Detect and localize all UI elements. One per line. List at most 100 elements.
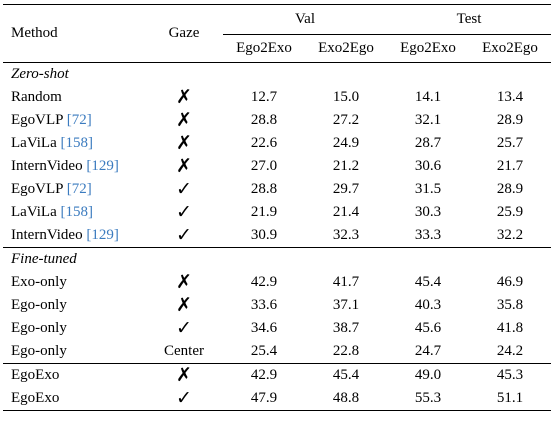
- value-cell: 21.7: [496, 158, 524, 174]
- table-body: Zero-shot Random ✗ 12.7 15.0 14.1 13.4 EgoVLP […: [3, 63, 551, 411]
- citation-link[interactable]: [129]: [86, 158, 119, 174]
- value-cell: 24.7: [387, 340, 469, 364]
- cross-icon: ✗: [176, 132, 192, 154]
- value-cell: 45.6: [414, 320, 442, 336]
- method-cell: LaViLa [158]: [3, 132, 145, 155]
- value-cell: 41.7: [332, 274, 360, 290]
- value-cell: 21.2: [332, 158, 360, 174]
- gaze-cell: ✗: [145, 294, 223, 317]
- value-cell: 30.9: [223, 224, 305, 248]
- table-row: InternVideo [129] ✓ 30.9 32.3 33.3 32.2: [3, 224, 551, 248]
- gaze-cell: ✓: [145, 317, 223, 340]
- cross-icon: ✗: [176, 155, 192, 177]
- gaze-cell: ✗: [145, 155, 223, 178]
- gaze-cell: ✗: [145, 364, 223, 388]
- value-cell: 15.0: [332, 89, 360, 105]
- citation-link[interactable]: [129]: [86, 227, 119, 243]
- method-cell: Exo-only: [3, 271, 145, 294]
- method-name: LaViLa: [11, 135, 57, 151]
- method-name: Random: [11, 89, 62, 105]
- value-cell: 51.1: [469, 387, 551, 411]
- value-cell: 24.2: [469, 340, 551, 364]
- value-cell: 28.8: [250, 112, 278, 128]
- check-icon: ✓: [176, 178, 192, 200]
- value-cell: 32.3: [305, 224, 387, 248]
- value-cell: 24.9: [332, 135, 360, 151]
- value-cell: 33.3: [387, 224, 469, 248]
- header-sub: Exo2Ego: [305, 34, 387, 63]
- value-cell: 21.4: [332, 204, 360, 220]
- citation-link[interactable]: [158]: [60, 204, 94, 220]
- value-cell: 31.5: [414, 181, 442, 197]
- method-cell: Ego-only: [3, 294, 145, 317]
- citation-link[interactable]: [158]: [60, 135, 94, 151]
- method-cell: Random: [3, 86, 145, 109]
- section-header-row: Zero-shot: [3, 63, 551, 87]
- value-cell: 28.8: [250, 181, 278, 197]
- header-test: Test: [387, 4, 551, 35]
- value-cell: 25.7: [496, 135, 524, 151]
- value-cell: 42.9: [250, 274, 278, 290]
- section-header-row: Fine-tuned: [3, 248, 551, 272]
- value-cell: 27.2: [332, 112, 360, 128]
- citation-link[interactable]: [72]: [66, 181, 92, 197]
- value-cell: 29.7: [332, 181, 360, 197]
- method-cell: Ego-only: [3, 317, 145, 340]
- gaze-cell: ✗: [145, 109, 223, 132]
- value-cell: 45.4: [332, 367, 360, 383]
- table-row: LaViLa [158] ✓ 21.9 21.4 30.3 25.9: [3, 201, 551, 224]
- table-row: LaViLa [158] ✗ 22.6 24.9 28.7 25.7: [3, 132, 551, 155]
- gaze-cell: Center: [145, 340, 223, 364]
- value-cell: 46.9: [496, 274, 524, 290]
- cross-icon: ✗: [176, 86, 192, 108]
- method-name: EgoExo: [11, 390, 60, 406]
- value-cell: 27.0: [250, 158, 278, 174]
- cross-icon: ✗: [176, 109, 192, 131]
- value-cell: 13.4: [496, 89, 524, 105]
- table-row: Ego-only ✓ 34.6 38.7 45.6 41.8: [3, 317, 551, 340]
- method-name: InternVideo: [11, 158, 83, 174]
- header-gaze: Gaze: [145, 4, 223, 63]
- value-cell: 22.6: [250, 135, 278, 151]
- value-cell: 21.9: [250, 204, 278, 220]
- gaze-cell: ✗: [145, 86, 223, 109]
- method-cell: EgoVLP [72]: [3, 178, 145, 201]
- method-name: LaViLa: [11, 204, 57, 220]
- gaze-cell: ✗: [145, 132, 223, 155]
- table-row: EgoExo ✓ 47.9 48.8 55.3 51.1: [3, 387, 551, 411]
- results-table: Method Gaze Val Test Ego2Exo Exo2Ego Ego…: [3, 4, 551, 411]
- table-row: Ego-only Center 25.4 22.8 24.7 24.2: [3, 340, 551, 364]
- check-icon: ✓: [176, 317, 192, 339]
- citation-link[interactable]: [72]: [66, 112, 92, 128]
- gaze-cell: ✗: [145, 271, 223, 294]
- value-cell: 25.4: [223, 340, 305, 364]
- value-cell: 32.1: [414, 112, 442, 128]
- value-cell: 34.6: [250, 320, 278, 336]
- method-name: Exo-only: [11, 274, 67, 290]
- gaze-cell: ✓: [145, 201, 223, 224]
- method-name: InternVideo: [11, 227, 83, 243]
- value-cell: 48.8: [305, 387, 387, 411]
- method-cell: InternVideo [129]: [3, 224, 145, 248]
- value-cell: 22.8: [305, 340, 387, 364]
- method-name: Ego-only: [11, 320, 67, 336]
- cross-icon: ✗: [176, 271, 192, 293]
- table-row: EgoVLP [72] ✓ 28.8 29.7 31.5 28.9: [3, 178, 551, 201]
- value-cell: 47.9: [223, 387, 305, 411]
- value-cell: 32.2: [469, 224, 551, 248]
- value-cell: 28.7: [414, 135, 442, 151]
- value-cell: 38.7: [332, 320, 360, 336]
- cross-icon: ✗: [176, 364, 192, 386]
- section-label: Zero-shot: [11, 66, 69, 82]
- method-name: EgoExo: [11, 367, 60, 383]
- method-name: Ego-only: [11, 343, 67, 359]
- value-cell: 30.6: [414, 158, 442, 174]
- method-name: EgoVLP: [11, 181, 63, 197]
- method-cell: InternVideo [129]: [3, 155, 145, 178]
- value-cell: 45.4: [414, 274, 442, 290]
- gaze-cell: ✓: [145, 178, 223, 201]
- gaze-label: Center: [164, 343, 204, 359]
- value-cell: 40.3: [414, 297, 442, 313]
- method-cell: EgoExo: [3, 364, 145, 388]
- method-cell: EgoExo: [3, 387, 145, 411]
